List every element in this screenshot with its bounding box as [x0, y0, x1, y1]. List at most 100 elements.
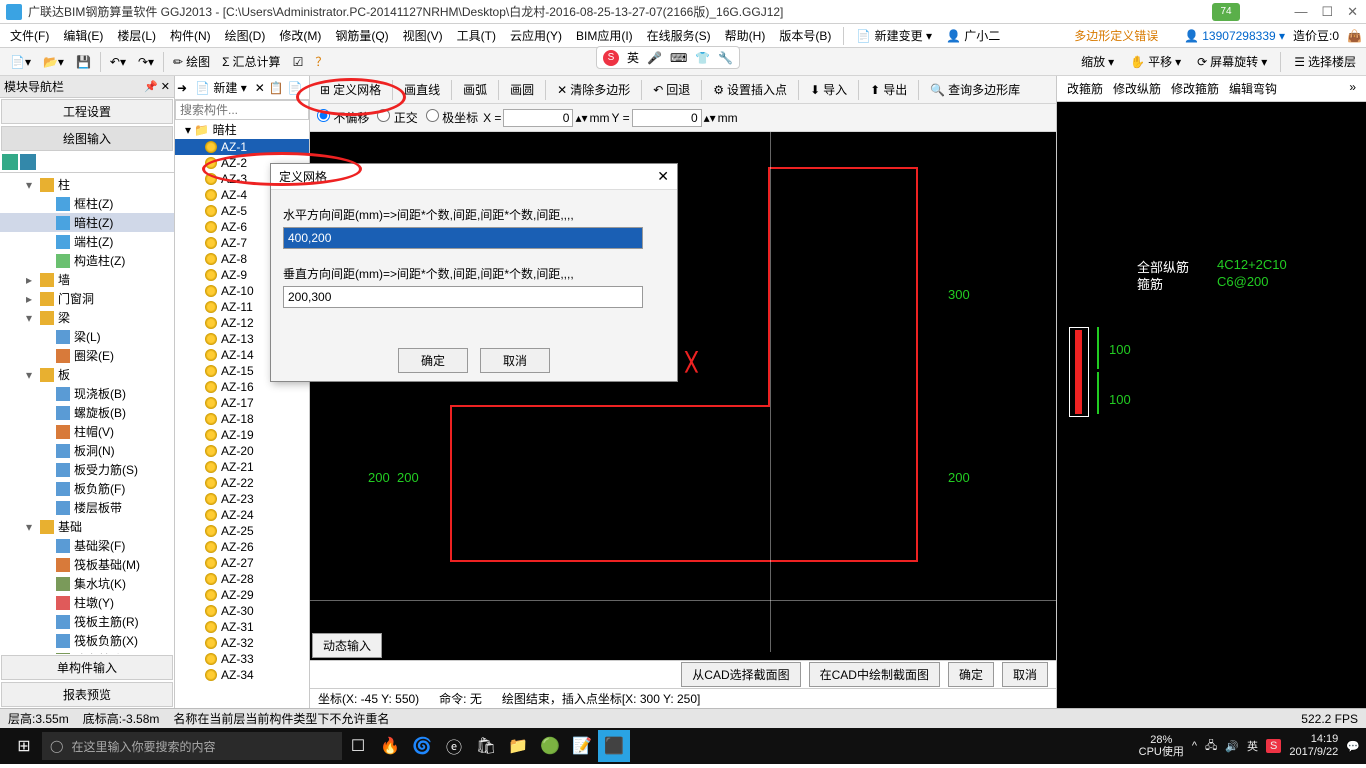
tree-item[interactable]: 板受力筋(S): [0, 460, 174, 479]
menu-rebar[interactable]: 钢筋量(Q): [329, 27, 394, 44]
menu-online[interactable]: 在线服务(S): [641, 27, 717, 44]
taskbar-app4[interactable]: 📝: [566, 730, 598, 762]
x-input[interactable]: [503, 109, 573, 127]
ime-kbd-icon[interactable]: ⌨: [670, 51, 687, 65]
tab-hook[interactable]: 编辑弯钩: [1229, 80, 1277, 97]
phone-label[interactable]: 👤 13907298339 ▾: [1184, 29, 1285, 43]
tree-item[interactable]: ▸墙: [0, 270, 174, 289]
menu-view[interactable]: 视图(V): [397, 27, 449, 44]
list-item[interactable]: AZ-34: [175, 667, 309, 683]
edge-icon[interactable]: ⓔ: [438, 730, 470, 762]
cad-select-button[interactable]: 从CAD选择截面图: [681, 662, 800, 687]
list-item[interactable]: AZ-24: [175, 507, 309, 523]
check-button[interactable]: ☑: [287, 53, 310, 71]
ime-bar[interactable]: S 英 🎤 ⌨ 👕 🔧: [596, 46, 740, 69]
list-item[interactable]: AZ-19: [175, 427, 309, 443]
tree-item[interactable]: 楼层板带: [0, 498, 174, 517]
tree-item[interactable]: 圈梁(E): [0, 346, 174, 365]
tree-item[interactable]: 构造柱(Z): [0, 251, 174, 270]
coin-icon[interactable]: 👜: [1347, 29, 1362, 43]
tray-s-icon[interactable]: S: [1266, 739, 1281, 753]
notify-badge[interactable]: 74: [1212, 3, 1240, 21]
tree-item[interactable]: 集水坑(K): [0, 574, 174, 593]
taskbar-app3[interactable]: 🟢: [534, 730, 566, 762]
arrow-icon[interactable]: ➜: [177, 81, 187, 95]
paste-icon[interactable]: 📄: [288, 81, 303, 95]
tree-item[interactable]: 框柱(Z): [0, 194, 174, 213]
tree-item[interactable]: 筏板基础(M): [0, 555, 174, 574]
new-change-button[interactable]: 📄 新建变更 ▾: [850, 27, 938, 44]
tray-ime[interactable]: 英: [1247, 738, 1258, 754]
taskbar-search[interactable]: ◯ 在这里输入你要搜索的内容: [42, 732, 342, 760]
report-preview-button[interactable]: 报表预览: [1, 682, 173, 707]
tray-net-icon[interactable]: 🖧: [1205, 737, 1217, 756]
ok-button[interactable]: 确定: [948, 662, 994, 687]
mode-ortho-radio[interactable]: [377, 109, 390, 122]
project-settings-button[interactable]: 工程设置: [1, 99, 173, 124]
ime-tool-icon[interactable]: 👕: [695, 51, 710, 65]
sum-button[interactable]: Σ 汇总计算: [216, 51, 286, 72]
tree-item[interactable]: 基础梁(F): [0, 536, 174, 555]
tree-item[interactable]: 暗柱(Z): [0, 213, 174, 232]
scale-button[interactable]: 缩放 ▾: [1075, 51, 1120, 72]
dialog-ok-button[interactable]: 确定: [398, 348, 468, 373]
list-item[interactable]: AZ-32: [175, 635, 309, 651]
y-input[interactable]: [632, 109, 702, 127]
list-item[interactable]: AZ-21: [175, 459, 309, 475]
rotate-button[interactable]: ⟳ 屏幕旋转 ▾: [1191, 51, 1273, 72]
single-component-button[interactable]: 单构件输入: [1, 655, 173, 680]
tray-notify-icon[interactable]: 💬: [1346, 740, 1360, 753]
line-button[interactable]: 画直线: [398, 79, 446, 100]
circle-button[interactable]: 画圆: [504, 79, 540, 100]
tree-item[interactable]: 独立基础(P): [0, 650, 174, 654]
maximize-icon[interactable]: ☐: [1321, 4, 1333, 20]
tree-item[interactable]: 筏板负筋(X): [0, 631, 174, 650]
tree-item[interactable]: 柱帽(V): [0, 422, 174, 441]
grid-def-button[interactable]: ⊞ 定义网格: [314, 79, 387, 100]
mode-nooffset-radio[interactable]: [317, 109, 330, 122]
list-item[interactable]: AZ-33: [175, 651, 309, 667]
mini-icon-2[interactable]: [20, 154, 36, 170]
menu-help[interactable]: 帮助(H): [719, 27, 772, 44]
tree-item[interactable]: ▾柱: [0, 175, 174, 194]
minimize-icon[interactable]: —: [1294, 4, 1307, 20]
import-button[interactable]: ⬇ 导入: [804, 79, 853, 100]
tree-item[interactable]: 螺旋板(B): [0, 403, 174, 422]
arc-button[interactable]: 画弧: [457, 79, 493, 100]
user-dropdown[interactable]: 👤 广小二: [940, 27, 1006, 44]
tab-stirrup2[interactable]: 修改箍筋: [1171, 80, 1219, 97]
explorer-icon[interactable]: 📁: [502, 730, 534, 762]
pin-icon[interactable]: 📌 ✕: [144, 80, 170, 93]
error-indicator[interactable]: 多边形定义错误: [1068, 27, 1164, 44]
floor-select-button[interactable]: ☰ 选择楼层: [1288, 51, 1362, 72]
dialog-cancel-button[interactable]: 取消: [480, 348, 550, 373]
mode-polar-radio[interactable]: [426, 109, 439, 122]
list-item[interactable]: AZ-28: [175, 571, 309, 587]
clear-poly-button[interactable]: ✕ 清除多边形: [551, 79, 636, 100]
list-item[interactable]: AZ-22: [175, 475, 309, 491]
start-button[interactable]: ⊞: [6, 728, 42, 764]
list-item[interactable]: AZ-18: [175, 411, 309, 427]
save-button[interactable]: 💾: [70, 53, 97, 71]
menu-floor[interactable]: 楼层(L): [111, 27, 162, 44]
list-item[interactable]: AZ-17: [175, 395, 309, 411]
menu-tool[interactable]: 工具(T): [451, 27, 502, 44]
list-item[interactable]: AZ-1: [175, 139, 309, 155]
taskbar-app2[interactable]: 🌀: [406, 730, 438, 762]
query-poly-button[interactable]: 🔍 查询多边形库: [924, 79, 1026, 100]
draw-button[interactable]: ✏ 绘图: [167, 51, 216, 72]
undo-poly-button[interactable]: ↶ 回退: [647, 79, 696, 100]
tray-clock[interactable]: 14:192017/9/22: [1289, 733, 1338, 759]
menu-cloud[interactable]: 云应用(Y): [504, 27, 568, 44]
list-item[interactable]: AZ-20: [175, 443, 309, 459]
new-component-button[interactable]: 📄 新建 ▾: [191, 78, 251, 97]
cancel-button[interactable]: 取消: [1002, 662, 1048, 687]
menu-edit[interactable]: 编辑(E): [57, 27, 109, 44]
list-item[interactable]: AZ-25: [175, 523, 309, 539]
dynamic-input-button[interactable]: 动态输入: [312, 633, 382, 658]
h-spacing-input[interactable]: [283, 227, 643, 249]
draw-input-button[interactable]: 绘图输入: [1, 126, 173, 151]
tree-item[interactable]: ▾板: [0, 365, 174, 384]
list-root[interactable]: ▾ 📁 暗柱: [175, 120, 309, 139]
tree-item[interactable]: ▸门窗洞: [0, 289, 174, 308]
